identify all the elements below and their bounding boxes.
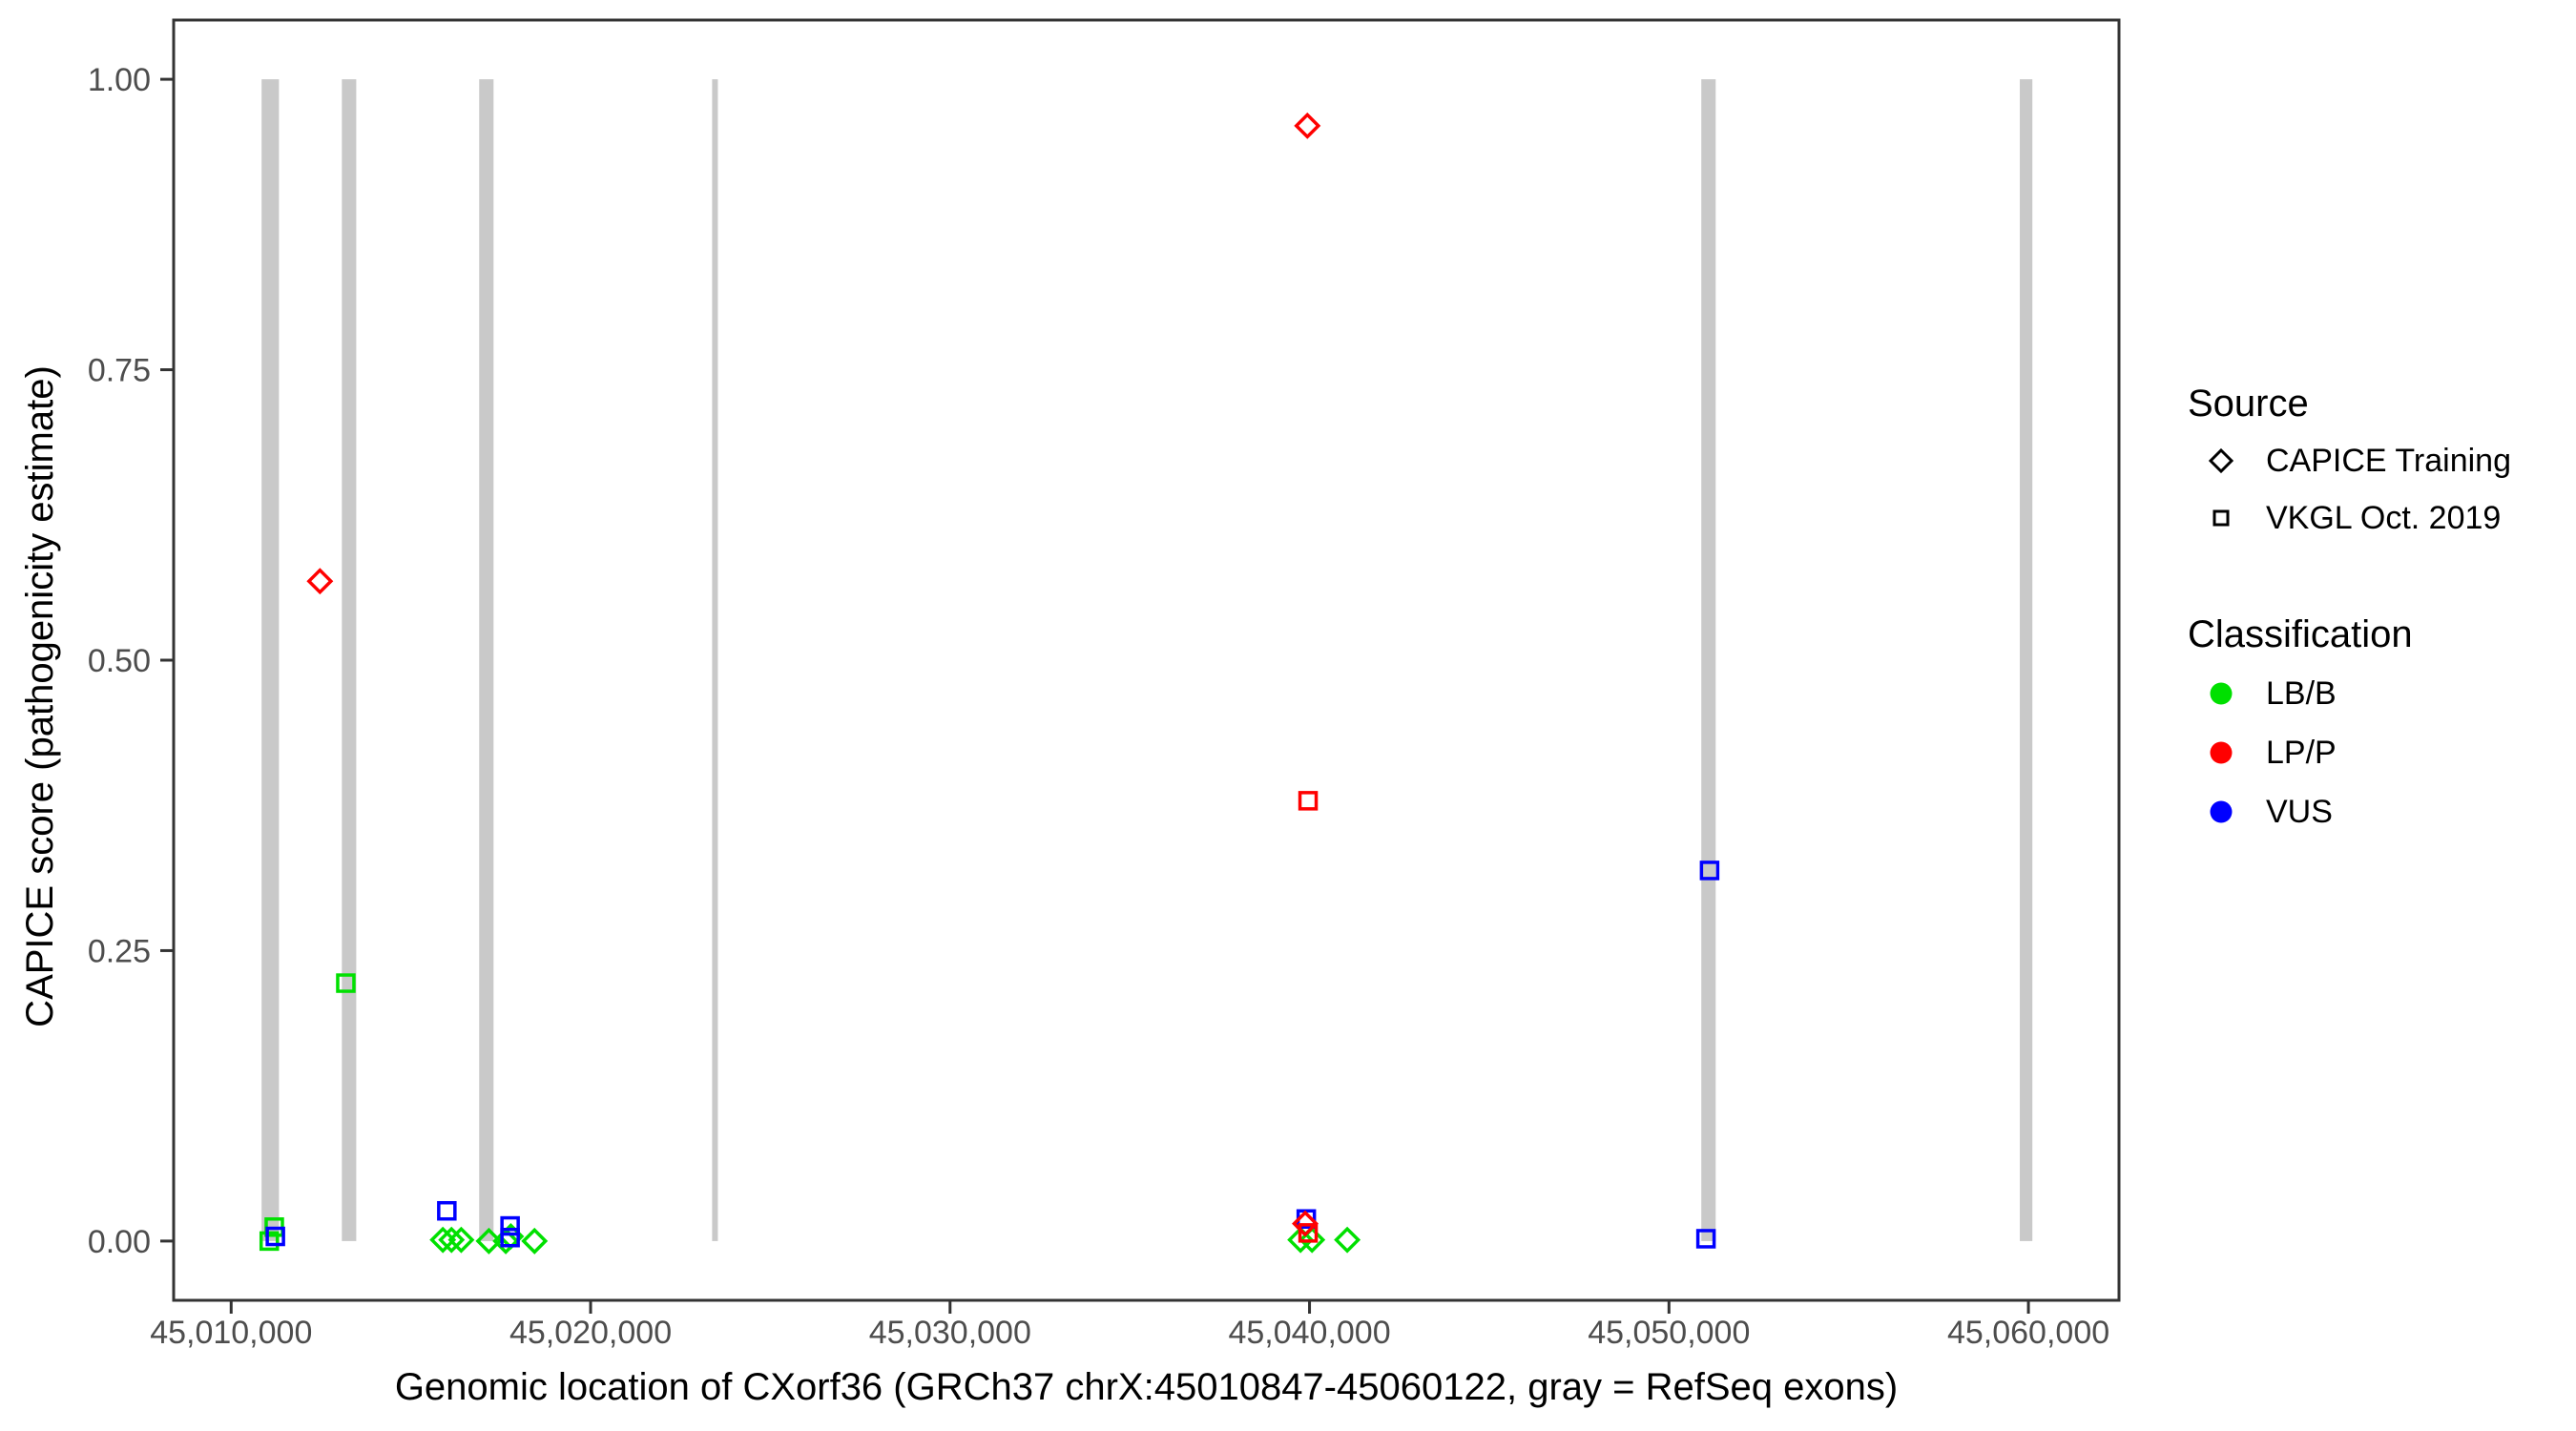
x-tick-label: 45,010,000 <box>150 1315 312 1351</box>
data-point-square <box>1695 1229 1716 1249</box>
data-point-square <box>500 1227 520 1248</box>
data-point-diamond <box>438 1226 466 1254</box>
data-point-square <box>500 1215 520 1236</box>
panel-border <box>172 18 2121 1302</box>
legend-key <box>2188 791 2254 833</box>
y-tick-label: 0.00 <box>88 1224 151 1260</box>
data-point-diamond <box>306 568 334 595</box>
data-point-square <box>265 1226 285 1247</box>
legend-item-vkgl-oct-2019: VKGL Oct. 2019 <box>2188 497 2501 539</box>
x-tick-label: 45,020,000 <box>509 1315 672 1351</box>
legend-key <box>2188 732 2254 774</box>
x-tick-label: 45,050,000 <box>1588 1315 1750 1351</box>
data-point-diamond <box>521 1227 549 1255</box>
legend-item-label: VKGL Oct. 2019 <box>2266 499 2502 536</box>
legend-item-label: LB/B <box>2266 674 2337 712</box>
data-point-diamond <box>447 1226 475 1254</box>
x-tick-label: 45,040,000 <box>1228 1315 1390 1351</box>
data-point-diamond <box>492 1227 520 1255</box>
legend-item-label: VUS <box>2266 793 2333 830</box>
data-point-diamond <box>1292 1210 1319 1237</box>
legend-item-label: CAPICE Training <box>2266 442 2511 479</box>
circle-key-icon <box>2210 741 2233 764</box>
exon-bar <box>342 79 357 1241</box>
legend-key <box>2188 673 2254 715</box>
legend-title-source: Source <box>2188 383 2309 425</box>
data-point-square <box>1298 1223 1319 1243</box>
exon-bar <box>2020 79 2033 1241</box>
legend-item-capice-training: CAPICE Training <box>2188 440 2511 482</box>
exon-bar <box>1701 79 1716 1241</box>
y-tick-label: 0.75 <box>88 353 151 389</box>
legend-item-vus: VUS <box>2188 791 2333 833</box>
legend-key <box>2188 497 2254 539</box>
x-tick-label: 45,060,000 <box>1947 1315 2109 1351</box>
diamond-key-icon <box>2208 447 2234 474</box>
exon-bar <box>712 79 718 1241</box>
square-key-icon <box>2212 509 2230 527</box>
data-point-diamond <box>429 1226 457 1254</box>
y-axis-title: CAPICE score (pathogenicity estimate) <box>19 365 61 1027</box>
data-point-square <box>336 973 356 993</box>
legend-item-lp-p: LP/P <box>2188 732 2337 774</box>
y-tick-label: 1.00 <box>88 62 151 98</box>
data-point-diamond <box>1334 1226 1361 1254</box>
legend-item-lb-b: LB/B <box>2188 673 2337 715</box>
exon-bar <box>479 79 494 1241</box>
data-point-square <box>1298 791 1319 811</box>
circle-key-icon <box>2210 682 2233 705</box>
legend-title-classification: Classification <box>2188 613 2413 655</box>
legend-key <box>2188 440 2254 482</box>
data-point-diamond <box>1294 112 1321 139</box>
exon-bar <box>261 79 280 1241</box>
x-tick-label: 45,030,000 <box>869 1315 1031 1351</box>
legend-item-label: LP/P <box>2266 734 2337 771</box>
data-point-square <box>259 1231 280 1252</box>
data-point-square <box>1699 861 1720 881</box>
data-point-square <box>437 1200 457 1221</box>
data-point-diamond <box>1287 1226 1315 1254</box>
circle-key-icon <box>2210 800 2233 823</box>
x-axis-title: Genomic location of CXorf36 (GRCh37 chrX… <box>394 1366 1899 1408</box>
y-tick-label: 0.50 <box>88 643 151 679</box>
y-tick-label: 0.25 <box>88 933 151 969</box>
